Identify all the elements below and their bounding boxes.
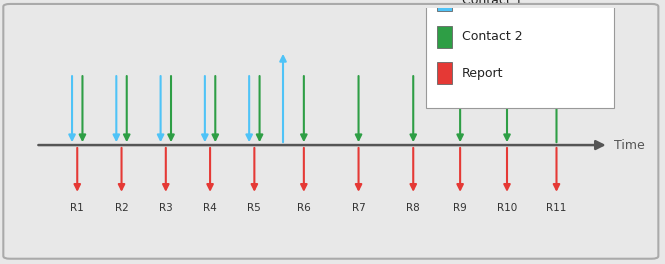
- Text: R10: R10: [497, 202, 517, 213]
- Text: Report: Report: [462, 67, 503, 80]
- Text: R5: R5: [247, 202, 261, 213]
- Text: R7: R7: [352, 202, 366, 213]
- Text: R6: R6: [297, 202, 311, 213]
- Text: Contact 2: Contact 2: [462, 30, 522, 43]
- Bar: [437, 0, 452, 11]
- Bar: [437, 62, 452, 84]
- Bar: [437, 26, 452, 48]
- Text: R8: R8: [406, 202, 420, 213]
- Text: R11: R11: [547, 202, 567, 213]
- Text: R2: R2: [114, 202, 128, 213]
- Text: Contact 1: Contact 1: [462, 0, 522, 7]
- Text: R4: R4: [203, 202, 217, 213]
- FancyBboxPatch shape: [426, 0, 614, 109]
- Text: Time: Time: [614, 139, 644, 152]
- Text: R3: R3: [159, 202, 173, 213]
- Text: R1: R1: [70, 202, 84, 213]
- Text: R9: R9: [454, 202, 467, 213]
